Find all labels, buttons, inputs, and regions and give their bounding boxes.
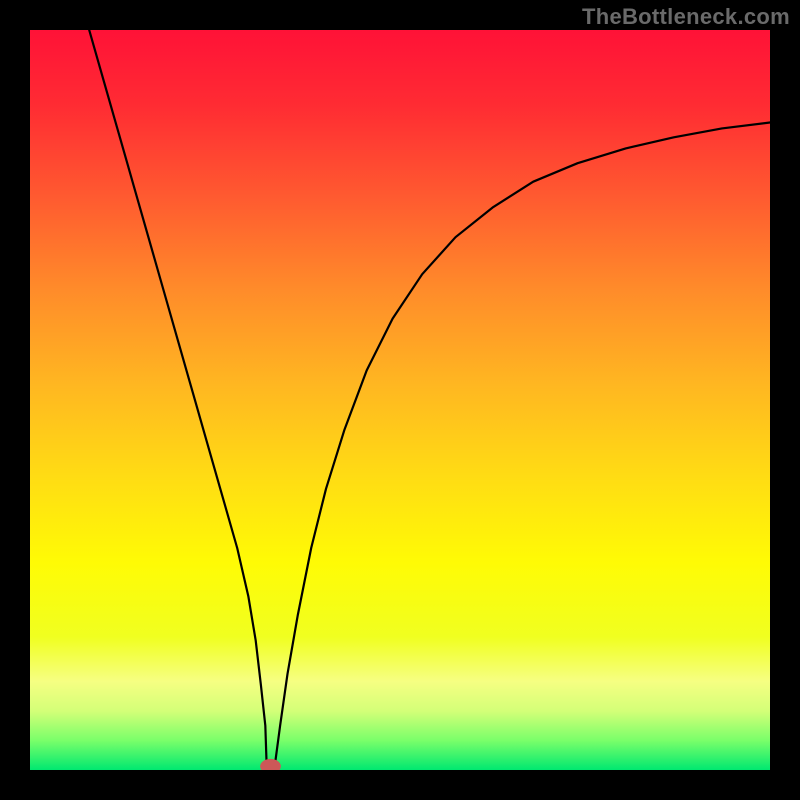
chart-frame: TheBottleneck.com xyxy=(0,0,800,800)
watermark-text: TheBottleneck.com xyxy=(582,4,790,30)
plot-area xyxy=(30,30,770,770)
bottleneck-curve-chart xyxy=(30,30,770,770)
